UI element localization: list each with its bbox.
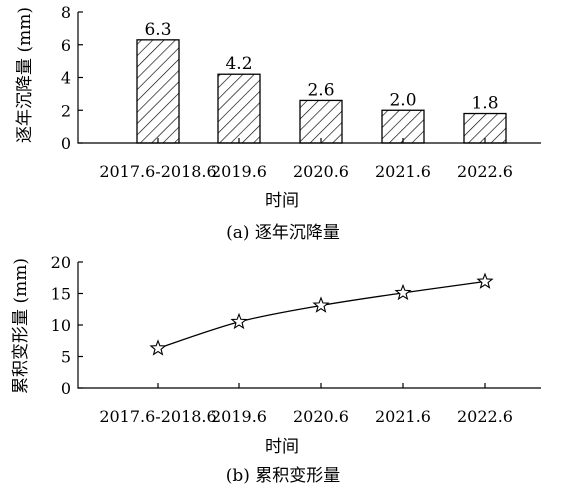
chart-a-y-tick-label: 6 bbox=[61, 36, 71, 55]
chart-a-y-axis-title: 逐年沉降量 (mm) bbox=[15, 7, 35, 143]
chart-a-bar bbox=[136, 39, 180, 144]
chart-b-star-marker bbox=[312, 296, 330, 313]
chart-b-y-ticks: 0 5 10 15 20 bbox=[51, 253, 83, 398]
chart-a-ylabel-wrap: 逐年沉降量 (mm) bbox=[15, 7, 35, 143]
chart-b-star-marker bbox=[230, 312, 248, 330]
chart-b-x-tick-label: 2022.6 bbox=[457, 407, 513, 426]
chart-b-x-tick-label: 2019.6 bbox=[211, 407, 267, 426]
chart-b-star-marker bbox=[149, 339, 167, 356]
chart-b-x-axis-title: 时间 bbox=[265, 437, 299, 457]
chart-a-marks: 6.3 4.2 2.6 2.0 1.8 bbox=[136, 20, 507, 144]
chart-b-y-tick-label: 0 bbox=[61, 379, 71, 398]
chart-a-data-label: 2.6 bbox=[307, 80, 334, 100]
chart-b-y-tick-label: 5 bbox=[61, 348, 71, 367]
chart-a-y-ticks: 0 2 4 6 8 bbox=[61, 3, 83, 153]
chart-b-star-marker bbox=[476, 272, 494, 289]
chart-a-data-label: 1.8 bbox=[471, 94, 498, 114]
chart-a-x-axis-title: 时间 bbox=[265, 191, 299, 211]
chart-a-data-label: 4.2 bbox=[225, 54, 252, 74]
chart-a-bar bbox=[299, 99, 343, 144]
chart-a-x-tick-label: 2021.6 bbox=[375, 162, 431, 181]
chart-a-y-tick-label: 0 bbox=[61, 134, 71, 153]
chart-a-x-tick-label: 2017.6-2018.6 bbox=[99, 162, 216, 181]
chart-a-x-tick-label: 2020.6 bbox=[293, 162, 349, 181]
chart-b-x-tick-label: 2021.6 bbox=[375, 407, 431, 426]
chart-a-y-tick-label: 8 bbox=[61, 3, 71, 22]
chart-a-data-label: 6.3 bbox=[144, 20, 171, 40]
chart-a-bar bbox=[381, 109, 425, 144]
chart-a-data-label: 2.0 bbox=[389, 90, 416, 110]
chart-b-y-tick-label: 10 bbox=[51, 316, 71, 335]
chart-b-y-tick-label: 15 bbox=[51, 285, 71, 304]
chart-a-x-tick-label: 2022.6 bbox=[457, 162, 513, 181]
chart-b-y-axis-title: 累积变形量 (mm) bbox=[11, 258, 31, 394]
chart-b-x-tick-label: 2020.6 bbox=[293, 407, 349, 426]
chart-b-marks bbox=[149, 272, 494, 356]
chart-b-x-tick-label: 2017.6-2018.6 bbox=[99, 407, 216, 426]
chart-b-star-marker bbox=[394, 283, 412, 301]
chart-b-y-tick-label: 20 bbox=[51, 253, 71, 272]
chart-a-y-tick-label: 4 bbox=[61, 69, 71, 88]
chart-b-axes bbox=[77, 262, 541, 389]
chart-a-bar bbox=[217, 73, 261, 144]
chart-a-x-tick-label: 2019.6 bbox=[211, 162, 267, 181]
chart-b-caption: (b) 累积变形量 bbox=[226, 466, 341, 486]
chart-a-annual-settlement: 逐年沉降量 (mm) 6.3 4.2 2.6 2.0 1.8 0 2 4 6 8 2017.6-… bbox=[15, 3, 541, 243]
chart-a-y-tick-label: 2 bbox=[61, 101, 71, 120]
chart-a-caption: (a) 逐年沉降量 bbox=[226, 223, 340, 243]
chart-b-series-line bbox=[157, 280, 486, 349]
